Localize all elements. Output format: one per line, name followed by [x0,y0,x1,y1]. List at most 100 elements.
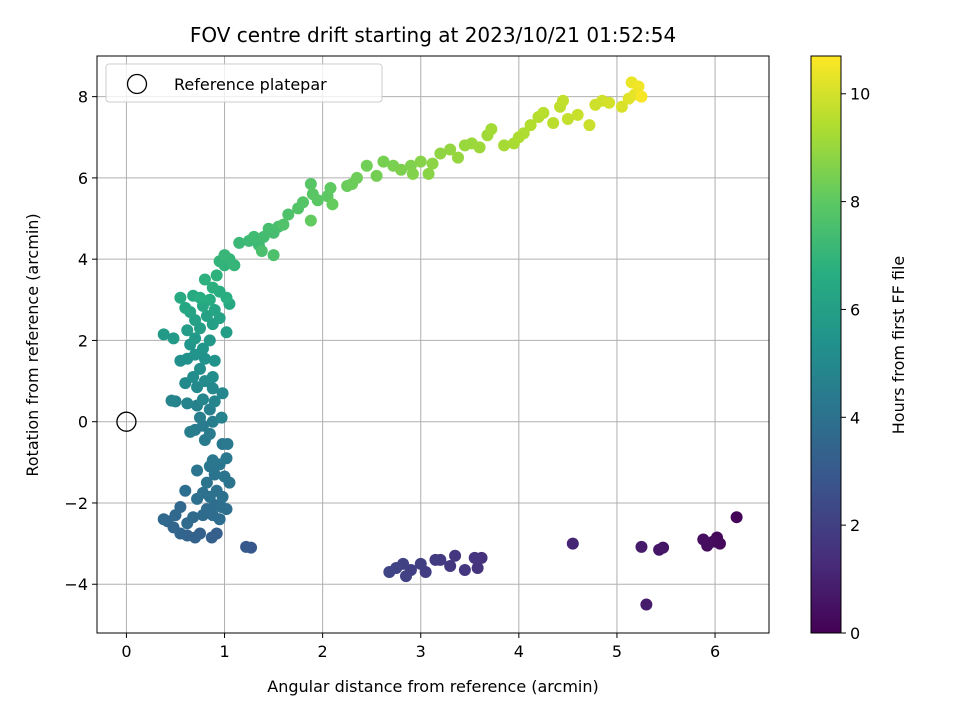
data-point [324,182,337,195]
x-tick-label: 0 [121,642,131,661]
data-point [297,196,310,209]
data-point [174,501,187,514]
data-point [713,537,726,550]
data-point [187,511,200,524]
chart-title: FOV centre drift starting at 2023/10/21 … [190,23,676,47]
data-point [473,141,486,154]
data-point [179,484,192,497]
x-axis-ticks: 0 1 2 3 4 5 6 [121,633,720,661]
colorbar-ticks: 0 2 4 6 8 10 [841,85,870,643]
data-point [210,269,223,282]
data-point [452,151,465,164]
data-point [198,273,211,286]
data-point [571,108,584,121]
x-tick-label: 4 [514,642,524,661]
data-point [196,393,209,406]
y-tick-label: −4 [64,575,88,594]
reference-marker-layer [116,411,137,432]
data-point [632,80,645,93]
data-point [179,301,192,314]
x-tick-label: 2 [318,642,328,661]
data-point [498,139,511,152]
data-point [561,112,574,125]
data-point [444,143,457,156]
data-point [304,214,317,227]
data-point [615,100,628,113]
x-tick-label: 1 [219,642,229,661]
data-point [434,147,447,160]
data-point [422,167,435,180]
data-point [370,169,383,182]
data-point [697,533,710,546]
data-point [653,543,666,556]
data-point [181,324,194,337]
data-point [203,293,216,306]
data-point [194,411,207,424]
data-point [566,537,579,550]
data-point [157,328,170,341]
reference-platepar-marker [116,411,137,432]
data-point [220,291,233,304]
data-point [203,427,216,440]
data-point [267,249,280,262]
colorbar: 0 2 4 6 8 10 Hours from first FF file [810,55,908,643]
data-point [395,163,408,176]
data-point [200,476,213,489]
y-tick-label: 2 [78,331,88,350]
data-point [208,303,221,316]
colorbar-tick-label: 4 [850,408,860,427]
data-point [194,291,207,304]
data-point [187,371,200,384]
data-point [547,117,560,130]
data-point [360,159,373,172]
legend: Reference platepar [105,63,383,103]
data-point [205,531,218,544]
data-point [220,326,233,339]
data-point [556,94,569,107]
data-point [350,171,363,184]
colorbar-tick-label: 10 [850,85,870,104]
data-points [157,76,743,611]
y-tick-label: −2 [64,494,88,513]
data-point [220,452,233,465]
data-point [181,397,194,410]
y-tick-label: 6 [78,169,88,188]
data-point [640,598,653,611]
data-point [220,503,233,516]
x-tick-label: 5 [612,642,622,661]
x-axis-label: Angular distance from reference (arcmin) [267,677,598,696]
data-point [206,454,219,467]
data-point [206,281,219,294]
y-tick-label: 8 [78,88,88,107]
data-point [429,553,442,566]
data-point [194,362,207,375]
data-point [377,155,390,168]
x-tick-label: 3 [416,642,426,661]
data-point [198,352,211,365]
data-point [326,198,339,211]
data-point [603,96,616,109]
data-point [524,119,537,132]
data-point [247,230,260,243]
data-point [216,387,229,400]
data-point [730,511,743,524]
colorbar-label: Hours from first FF file [889,256,908,435]
data-point [262,222,275,235]
data-point [635,90,648,103]
data-point [400,570,413,583]
plot-frame [96,55,770,634]
data-point [218,470,231,483]
data-point [414,155,427,168]
colorbar-tick-label: 6 [850,300,860,319]
x-tick-label: 6 [710,642,720,661]
colorbar-tick-label: 2 [850,516,860,535]
data-point [218,249,231,262]
data-point [206,382,219,395]
data-point [206,371,219,384]
data-point [184,425,197,438]
data-point [191,464,204,477]
data-point [583,119,596,132]
data-point [215,411,228,424]
y-axis-label: Rotation from reference (arcmin) [23,213,42,476]
